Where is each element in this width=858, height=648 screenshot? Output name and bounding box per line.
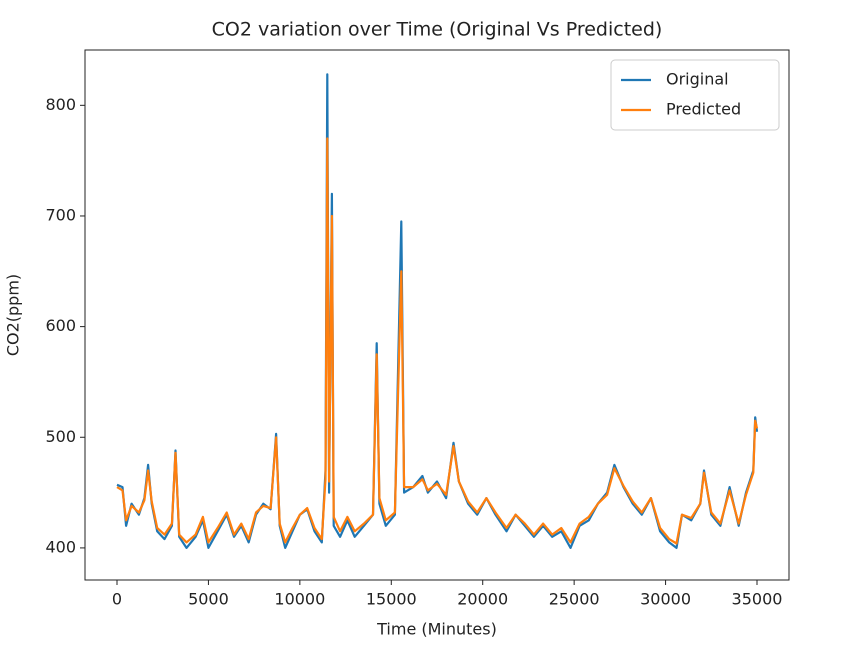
x-tick-label: 20000: [457, 590, 508, 609]
legend-label: Predicted: [666, 100, 741, 119]
line-series: [116, 137, 759, 545]
x-tick-label: 30000: [640, 590, 691, 609]
x-axis-label: Time (Minutes): [376, 620, 497, 639]
chart-title: CO2 variation over Time (Original Vs Pre…: [212, 19, 663, 41]
line-series: [116, 73, 759, 549]
x-tick-label: 5000: [188, 590, 229, 609]
y-tick-label: 600: [45, 316, 76, 335]
y-tick-label: 400: [45, 537, 76, 556]
x-tick-label: 35000: [732, 590, 783, 609]
x-tick-label: 25000: [549, 590, 600, 609]
x-tick-label: 0: [112, 590, 122, 609]
y-tick-label: 800: [45, 95, 76, 114]
legend-box: [610, 59, 780, 131]
plot-frame: [84, 49, 790, 581]
x-tick-label: 10000: [274, 590, 325, 609]
y-axis-label: CO2(ppm): [4, 274, 23, 356]
x-tick-label: 15000: [366, 590, 417, 609]
y-tick-label: 500: [45, 427, 76, 446]
y-tick-label: 700: [45, 205, 76, 224]
legend-label: Original: [666, 70, 729, 89]
